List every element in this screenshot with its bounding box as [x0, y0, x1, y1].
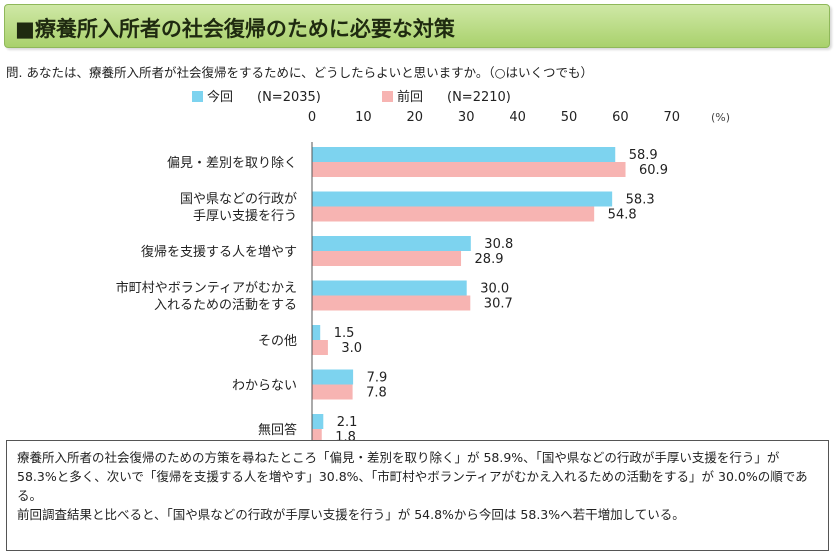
bar-previous — [312, 340, 328, 355]
data-label-current: 58.9 — [629, 148, 658, 163]
category-label: その他 — [258, 334, 297, 349]
survey-question: 問. あなたは、療養所入所者が社会復帰をするために、どうしたらよいと思いますか。… — [6, 65, 593, 80]
x-unit-label: (%) — [711, 111, 730, 124]
x-tick-label: 10 — [355, 110, 372, 125]
data-label-previous: 7.8 — [366, 386, 387, 401]
category-label: 手厚い支援を行う — [193, 209, 297, 224]
bar-previous — [312, 295, 471, 311]
bar-current — [312, 147, 616, 162]
legend-current-n: (N=2035) — [257, 90, 321, 105]
data-label-previous: 30.7 — [484, 297, 513, 312]
summary-paragraph-1: 療養所入所者の社会復帰のための方策を尋ねたところ「偏見・差別を取り除く」が 58… — [17, 450, 808, 503]
bar-current — [312, 236, 471, 251]
x-tick-label: 70 — [664, 110, 681, 125]
category-label: 市町村やボランティアがむかえ — [116, 280, 297, 296]
bar-previous — [312, 384, 353, 400]
data-label-previous: 60.9 — [639, 163, 668, 178]
title-banner: ■療養所入所者の社会復帰のために必要な対策 — [4, 4, 830, 48]
bar-current — [312, 325, 321, 340]
legend-previous: 前回 (N=2210) — [382, 86, 511, 105]
bar-current — [312, 414, 324, 429]
x-tick-label: 20 — [407, 110, 424, 125]
data-label-previous: 3.0 — [341, 341, 362, 356]
category-label: 偏見・差別を取り除く — [167, 156, 297, 171]
category-label: 入れるための活動をする — [154, 298, 297, 313]
data-label-current: 58.3 — [626, 193, 655, 208]
x-tick-label: 40 — [509, 110, 526, 125]
data-label-previous: 28.9 — [475, 252, 504, 267]
legend-current: 今回 (N=2035) — [192, 86, 321, 105]
data-label-current: 30.8 — [484, 237, 513, 252]
data-label-current: 7.9 — [367, 371, 388, 386]
bar-previous — [312, 429, 322, 444]
category-label: 無回答 — [258, 422, 297, 438]
x-tick-label: 50 — [561, 110, 578, 125]
chart-title: ■療養所入所者の社会復帰のために必要な対策 — [15, 17, 455, 41]
legend-previous-swatch — [382, 91, 393, 102]
bar-previous — [312, 162, 626, 177]
data-label-current: 1.5 — [334, 326, 355, 341]
category-label: 国や県などの行政が — [180, 192, 297, 207]
data-label-previous: 54.8 — [608, 208, 637, 223]
data-label-current: 30.0 — [480, 282, 509, 297]
bar-current — [312, 191, 613, 207]
bar-current — [312, 280, 467, 296]
category-label: わからない — [232, 379, 297, 394]
bar-current — [312, 369, 354, 385]
legend-previous-n: (N=2210) — [447, 90, 511, 105]
bar-previous — [312, 251, 462, 266]
summary-box: 療養所入所者の社会復帰のための方策を尋ねたところ「偏見・差別を取り除く」が 58… — [6, 440, 829, 551]
legend-current-swatch — [192, 91, 203, 102]
category-label: 復帰を支援する人を増やす — [141, 244, 297, 260]
bar-previous — [312, 206, 595, 222]
x-tick-label: 60 — [612, 110, 629, 125]
x-tick-label: 30 — [458, 110, 475, 125]
summary-paragraph-2: 前回調査結果と比べると、「国や県などの行政が手厚い支援を行う」が 54.8%から… — [17, 507, 685, 522]
x-tick-label: 0 — [308, 110, 316, 125]
legend-current-label: 今回 — [207, 90, 234, 105]
legend-previous-label: 前回 — [397, 90, 424, 105]
data-label-current: 2.1 — [337, 415, 358, 430]
